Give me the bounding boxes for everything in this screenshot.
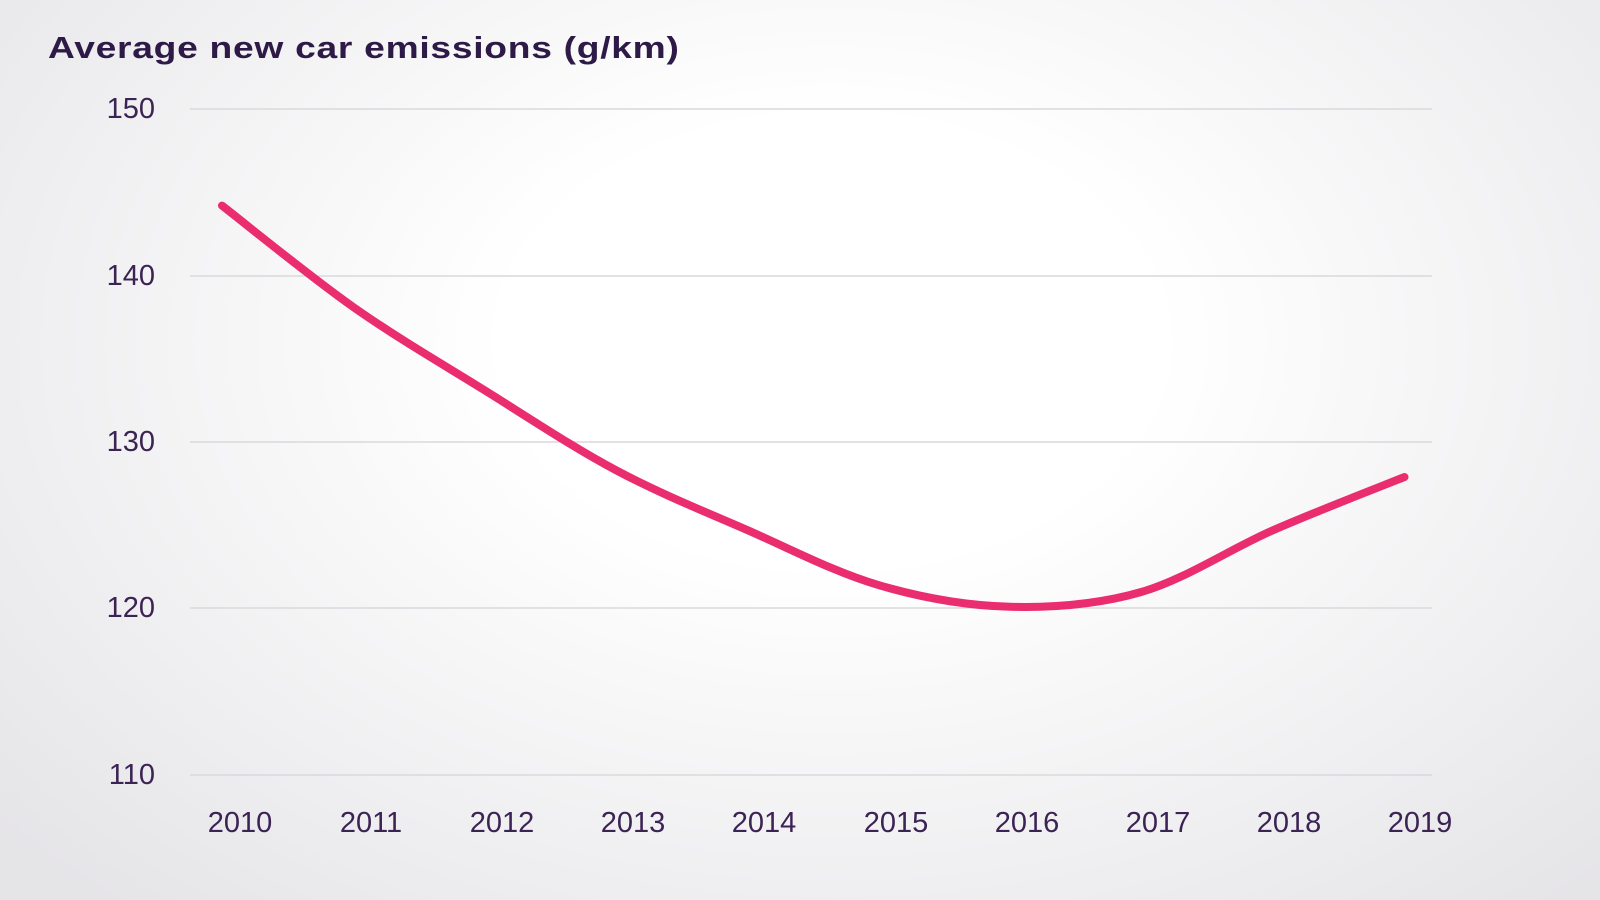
svg-text:120: 120 <box>107 592 155 624</box>
svg-text:2016: 2016 <box>995 807 1060 839</box>
svg-text:2014: 2014 <box>732 807 797 839</box>
svg-text:140: 140 <box>107 260 155 292</box>
svg-text:2012: 2012 <box>470 807 535 839</box>
svg-text:130: 130 <box>107 426 155 458</box>
svg-text:2011: 2011 <box>340 807 402 839</box>
svg-text:2013: 2013 <box>601 807 666 839</box>
svg-text:2018: 2018 <box>1257 807 1322 839</box>
svg-text:2017: 2017 <box>1126 807 1191 839</box>
svg-text:2015: 2015 <box>864 807 929 839</box>
svg-text:110: 110 <box>109 759 155 791</box>
svg-text:2010: 2010 <box>208 807 273 839</box>
svg-text:2019: 2019 <box>1388 807 1453 839</box>
svg-text:150: 150 <box>107 93 155 125</box>
